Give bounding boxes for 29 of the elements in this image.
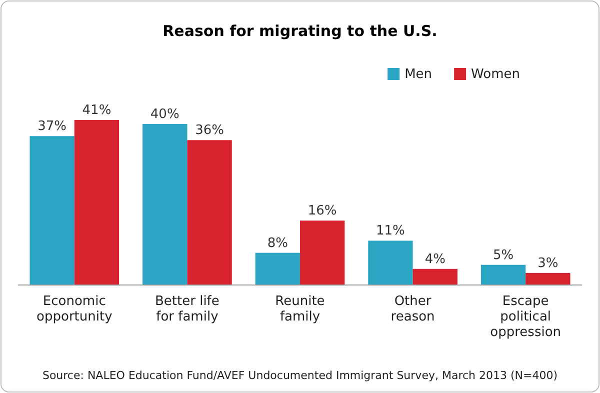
legend-label: Women (471, 67, 520, 82)
bar (526, 272, 570, 285)
data-label: 37% (38, 119, 67, 134)
data-label: 8% (267, 236, 288, 251)
bar (300, 220, 345, 285)
bar (255, 252, 300, 285)
bar (74, 120, 120, 285)
bar (368, 240, 413, 285)
x-tick-label: Reunite family (275, 294, 325, 325)
data-label: 3% (538, 256, 558, 271)
bar (412, 268, 458, 285)
bar (480, 264, 526, 285)
bar (142, 124, 188, 285)
x-tick-label: Economic opportunity (36, 294, 113, 325)
x-tick-label: Escape political oppression (490, 294, 562, 340)
legend-label: Men (404, 67, 432, 82)
data-label: 11% (376, 224, 405, 239)
data-label: 40% (150, 107, 180, 122)
bar (187, 140, 232, 285)
data-label: 4% (424, 252, 446, 267)
data-label: 41% (82, 103, 112, 118)
bar (30, 136, 74, 285)
data-label: 36% (195, 123, 224, 138)
x-tick-label: Other reason (390, 294, 435, 325)
x-tick-label: Better life for family (155, 294, 220, 325)
source-note: Source: NALEO Education Fund/AVEF Undocumented Immigrant Survey, March 2013 (N=400) (42, 369, 558, 382)
chart-title: Reason for migrating to the U.S. (162, 22, 438, 40)
data-label: 16% (308, 204, 337, 219)
data-label: 5% (492, 248, 514, 263)
